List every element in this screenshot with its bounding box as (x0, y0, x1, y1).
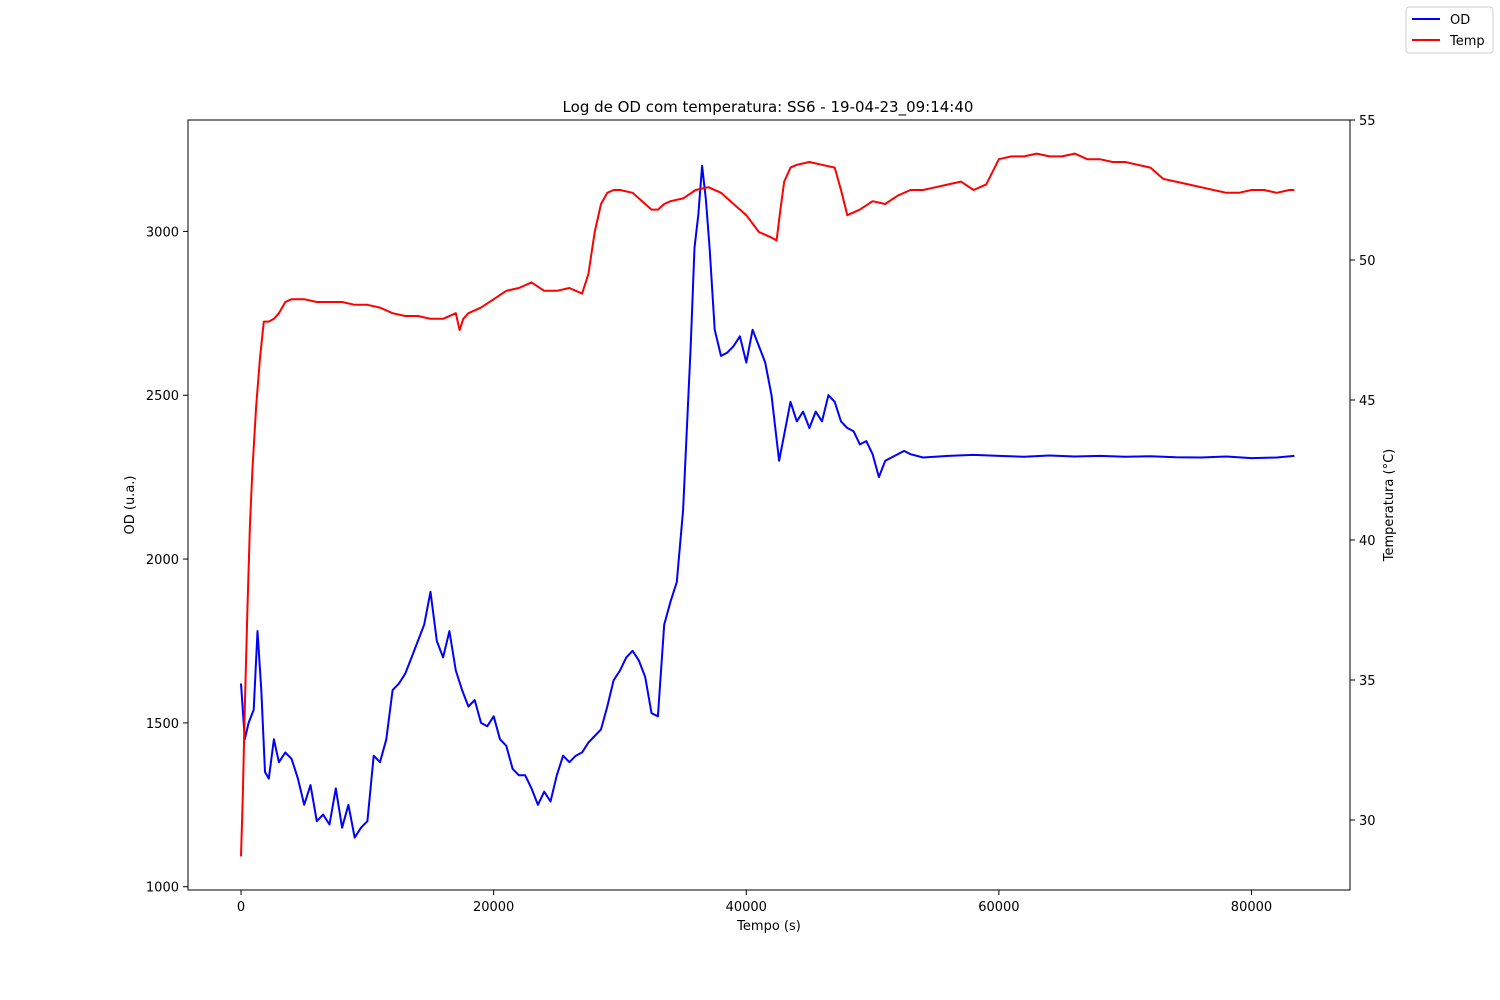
series-line-od (240, 164, 1295, 839)
legend: OD Temp (1405, 6, 1494, 54)
left-y-tick-label: 1000 (146, 881, 179, 896)
left-y-axis-ticks: 1000 1500 2000 2500 3000 (146, 225, 188, 896)
left-y-tick-label: 1500 (146, 717, 179, 732)
right-y-tick-label: 55 (1359, 114, 1376, 129)
legend-label-od: OD (1450, 13, 1470, 28)
x-axis-label: Tempo (s) (736, 919, 801, 934)
right-y-tick-label: 30 (1359, 814, 1376, 829)
x-tick-label: 40000 (726, 900, 767, 915)
left-y-axis-label: OD (u.a.) (123, 476, 138, 535)
series-line-temp (240, 152, 1295, 857)
x-tick-label: 0 (237, 900, 245, 915)
legend-label-temp: Temp (1449, 34, 1485, 49)
left-y-tick-label: 2000 (146, 553, 179, 568)
right-y-tick-label: 35 (1359, 674, 1376, 689)
plot-frame (187, 119, 1351, 891)
left-y-tick-label: 3000 (146, 225, 179, 240)
x-tick-label: 80000 (1231, 900, 1272, 915)
right-y-tick-label: 40 (1359, 534, 1376, 549)
x-tick-label: 20000 (473, 900, 514, 915)
right-y-tick-label: 50 (1359, 254, 1376, 269)
plot-lines (240, 152, 1295, 857)
left-y-tick-label: 2500 (146, 389, 179, 404)
right-y-axis-ticks: 30 35 40 45 50 55 (1350, 114, 1376, 829)
chart-title: Log de OD com temperatura: SS6 - 19-04-2… (563, 98, 974, 117)
right-y-axis-label: Temperatura (°C) (1382, 449, 1397, 562)
x-tick-label: 60000 (978, 900, 1019, 915)
right-y-tick-label: 45 (1359, 394, 1376, 409)
x-axis-ticks: 0 20000 40000 60000 80000 (237, 890, 1272, 915)
